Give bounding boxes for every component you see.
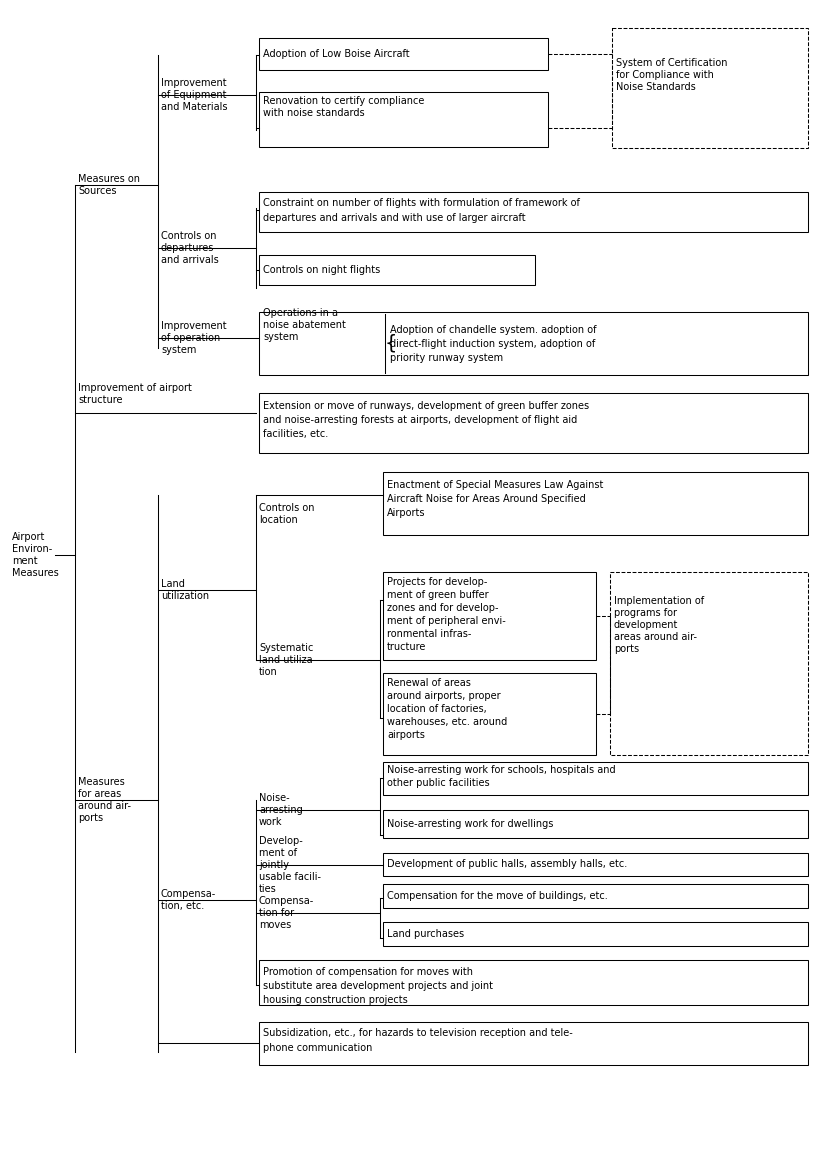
Text: direct-flight induction system, adoption of: direct-flight induction system, adoption…	[390, 340, 595, 349]
Bar	[259, 192, 807, 232]
Text: Noise-arresting work for dwellings: Noise-arresting work for dwellings	[387, 819, 553, 829]
Text: Renewal of areas: Renewal of areas	[387, 678, 470, 688]
Text: Implementation of
programs for
development
areas around air-
ports: Implementation of programs for developme…	[613, 596, 704, 654]
Text: Compensation for the move of buildings, etc.: Compensation for the move of buildings, …	[387, 891, 607, 901]
Bar	[382, 673, 595, 755]
Bar	[382, 762, 807, 795]
Bar	[259, 255, 534, 285]
Text: Land purchases: Land purchases	[387, 929, 464, 939]
Text: Measures
for areas
around air-
ports: Measures for areas around air- ports	[78, 777, 131, 824]
Text: Development of public halls, assembly halls, etc.: Development of public halls, assembly ha…	[387, 859, 627, 869]
Bar	[382, 472, 807, 535]
Text: Operations in a
noise abatement
system: Operations in a noise abatement system	[263, 308, 346, 342]
Text: airports: airports	[387, 730, 424, 740]
Bar	[259, 1022, 807, 1065]
Text: Constraint on number of flights with formulation of framework of: Constraint on number of flights with for…	[263, 198, 579, 208]
Text: Improvement
of operation
system: Improvement of operation system	[161, 321, 226, 355]
Text: Airport
Environ-
ment
Measures: Airport Environ- ment Measures	[12, 532, 59, 578]
Bar	[259, 92, 547, 147]
Text: Controls on
departures
and arrivals: Controls on departures and arrivals	[161, 231, 219, 264]
Text: facilities, etc.: facilities, etc.	[263, 429, 328, 439]
Bar	[259, 960, 807, 1005]
Bar	[611, 28, 807, 148]
Text: Systematic
land utiliza-
tion: Systematic land utiliza- tion	[259, 643, 316, 677]
Text: Extension or move of runways, development of green buffer zones: Extension or move of runways, developmen…	[263, 401, 588, 411]
Text: System of Certification
for Compliance with
Noise Standards: System of Certification for Compliance w…	[615, 58, 726, 92]
Text: priority runway system: priority runway system	[390, 353, 503, 363]
Text: tructure: tructure	[387, 642, 426, 653]
Bar	[382, 854, 807, 875]
Text: Promotion of compensation for moves with: Promotion of compensation for moves with	[263, 967, 473, 977]
Text: substitute area development projects and joint: substitute area development projects and…	[263, 981, 492, 991]
Text: Noise-arresting work for schools, hospitals and: Noise-arresting work for schools, hospit…	[387, 765, 615, 775]
Text: Develop-
ment of
jointly
usable facili-
ties: Develop- ment of jointly usable facili- …	[259, 836, 320, 894]
Bar	[609, 572, 807, 755]
Text: Aircraft Noise for Areas Around Specified: Aircraft Noise for Areas Around Specifie…	[387, 494, 585, 504]
Text: Compensa-
tion, etc.: Compensa- tion, etc.	[161, 889, 216, 911]
Text: ment of green buffer: ment of green buffer	[387, 590, 488, 599]
Text: ment of peripheral envi-: ment of peripheral envi-	[387, 616, 505, 626]
Bar	[382, 810, 807, 839]
Text: around airports, proper: around airports, proper	[387, 691, 500, 701]
Text: Measures on
Sources: Measures on Sources	[78, 174, 140, 196]
Text: and noise-arresting forests at airports, development of flight aid: and noise-arresting forests at airports,…	[263, 415, 577, 425]
Text: departures and arrivals and with use of larger aircraft: departures and arrivals and with use of …	[263, 213, 525, 223]
Text: Airports: Airports	[387, 508, 425, 517]
Text: Controls on
location: Controls on location	[259, 502, 314, 526]
Bar	[382, 922, 807, 946]
Text: Subsidization, etc., for hazards to television reception and tele-: Subsidization, etc., for hazards to tele…	[263, 1028, 572, 1038]
Text: Improvement of airport
structure: Improvement of airport structure	[78, 383, 192, 405]
Text: Controls on night flights: Controls on night flights	[263, 264, 380, 275]
Text: warehouses, etc. around: warehouses, etc. around	[387, 717, 507, 726]
Text: Noise-
arresting
work: Noise- arresting work	[259, 793, 302, 827]
Text: Compensa-
tion for
moves: Compensa- tion for moves	[259, 896, 314, 930]
Text: Improvement
of Equipment
and Materials: Improvement of Equipment and Materials	[161, 79, 227, 112]
Text: phone communication: phone communication	[263, 1043, 372, 1053]
Text: Adoption of Low Boise Aircraft: Adoption of Low Boise Aircraft	[263, 49, 410, 59]
Bar	[259, 312, 807, 375]
Bar	[382, 572, 595, 660]
Bar	[259, 393, 807, 453]
Text: Adoption of chandelle system. adoption of: Adoption of chandelle system. adoption o…	[390, 325, 595, 335]
Text: housing construction projects: housing construction projects	[263, 994, 407, 1005]
Text: Land
utilization: Land utilization	[161, 579, 209, 601]
Text: Enactment of Special Measures Law Against: Enactment of Special Measures Law Agains…	[387, 480, 603, 490]
Text: ronmental infras-: ronmental infras-	[387, 629, 471, 639]
Text: Renovation to certify compliance
with noise standards: Renovation to certify compliance with no…	[263, 96, 424, 118]
Bar	[382, 884, 807, 908]
Bar	[259, 38, 547, 70]
Text: {: {	[385, 334, 397, 352]
Text: Projects for develop-: Projects for develop-	[387, 578, 486, 587]
Text: other public facilities: other public facilities	[387, 778, 489, 788]
Text: zones and for develop-: zones and for develop-	[387, 603, 498, 613]
Text: location of factories,: location of factories,	[387, 705, 486, 714]
